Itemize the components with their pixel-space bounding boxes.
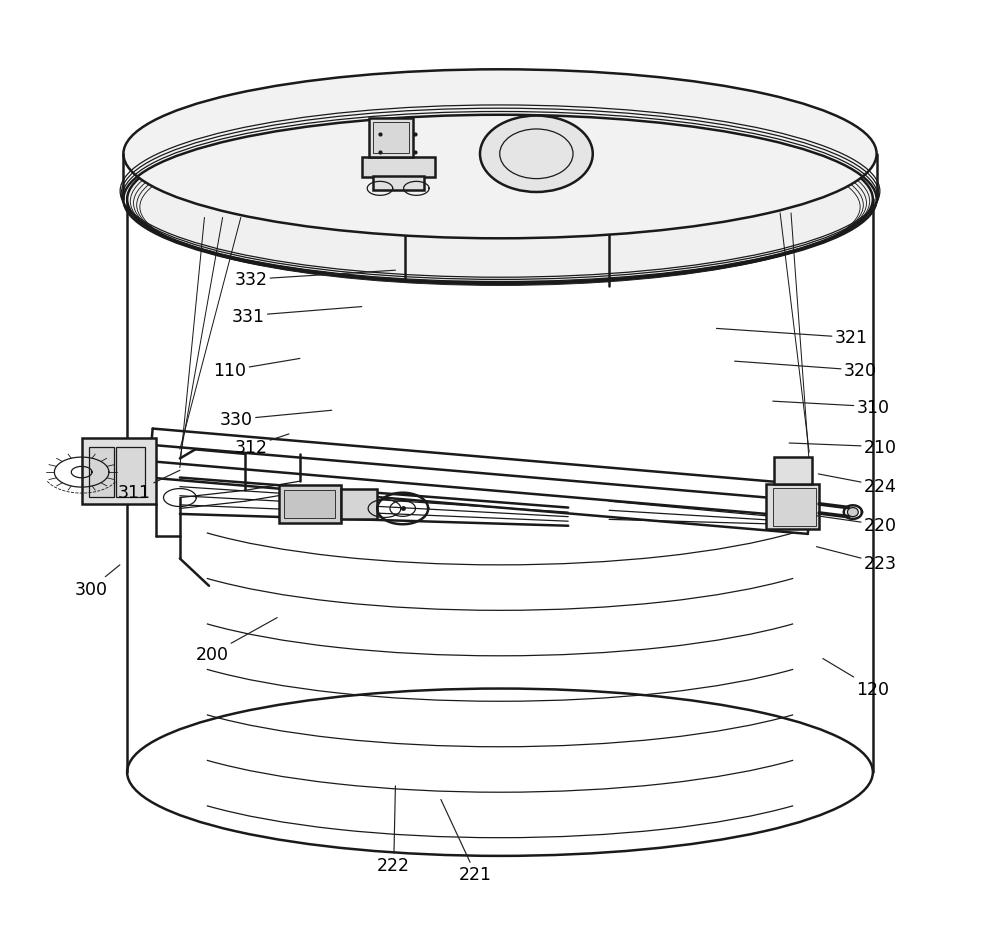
Ellipse shape <box>847 508 858 517</box>
Bar <box>341 489 377 520</box>
Bar <box>373 176 424 191</box>
Bar <box>373 122 409 154</box>
Bar <box>369 120 413 158</box>
Ellipse shape <box>127 117 873 284</box>
Text: 311: 311 <box>118 471 180 502</box>
Bar <box>362 158 435 177</box>
Text: 220: 220 <box>816 516 897 534</box>
Text: 320: 320 <box>735 362 877 380</box>
Text: 120: 120 <box>823 659 890 698</box>
Text: 310: 310 <box>773 399 890 416</box>
Text: 210: 210 <box>789 438 897 456</box>
Text: 224: 224 <box>818 475 897 495</box>
Text: 110: 110 <box>214 359 300 380</box>
Bar <box>773 488 816 527</box>
Bar <box>766 485 819 530</box>
Text: 331: 331 <box>232 307 362 325</box>
Ellipse shape <box>123 70 877 239</box>
Bar <box>284 490 335 518</box>
Bar <box>82 439 156 504</box>
Bar <box>279 486 341 524</box>
Text: 221: 221 <box>441 800 492 883</box>
Text: 332: 332 <box>234 271 395 289</box>
Text: 312: 312 <box>234 435 289 456</box>
Text: 200: 200 <box>195 618 277 663</box>
Ellipse shape <box>480 117 593 193</box>
Text: 300: 300 <box>74 565 120 598</box>
Text: 222: 222 <box>377 786 410 874</box>
Text: 321: 321 <box>716 329 868 347</box>
Text: 330: 330 <box>220 411 332 429</box>
Text: 223: 223 <box>816 547 897 572</box>
Bar <box>89 447 114 497</box>
Bar <box>774 457 812 485</box>
Bar <box>116 447 145 497</box>
